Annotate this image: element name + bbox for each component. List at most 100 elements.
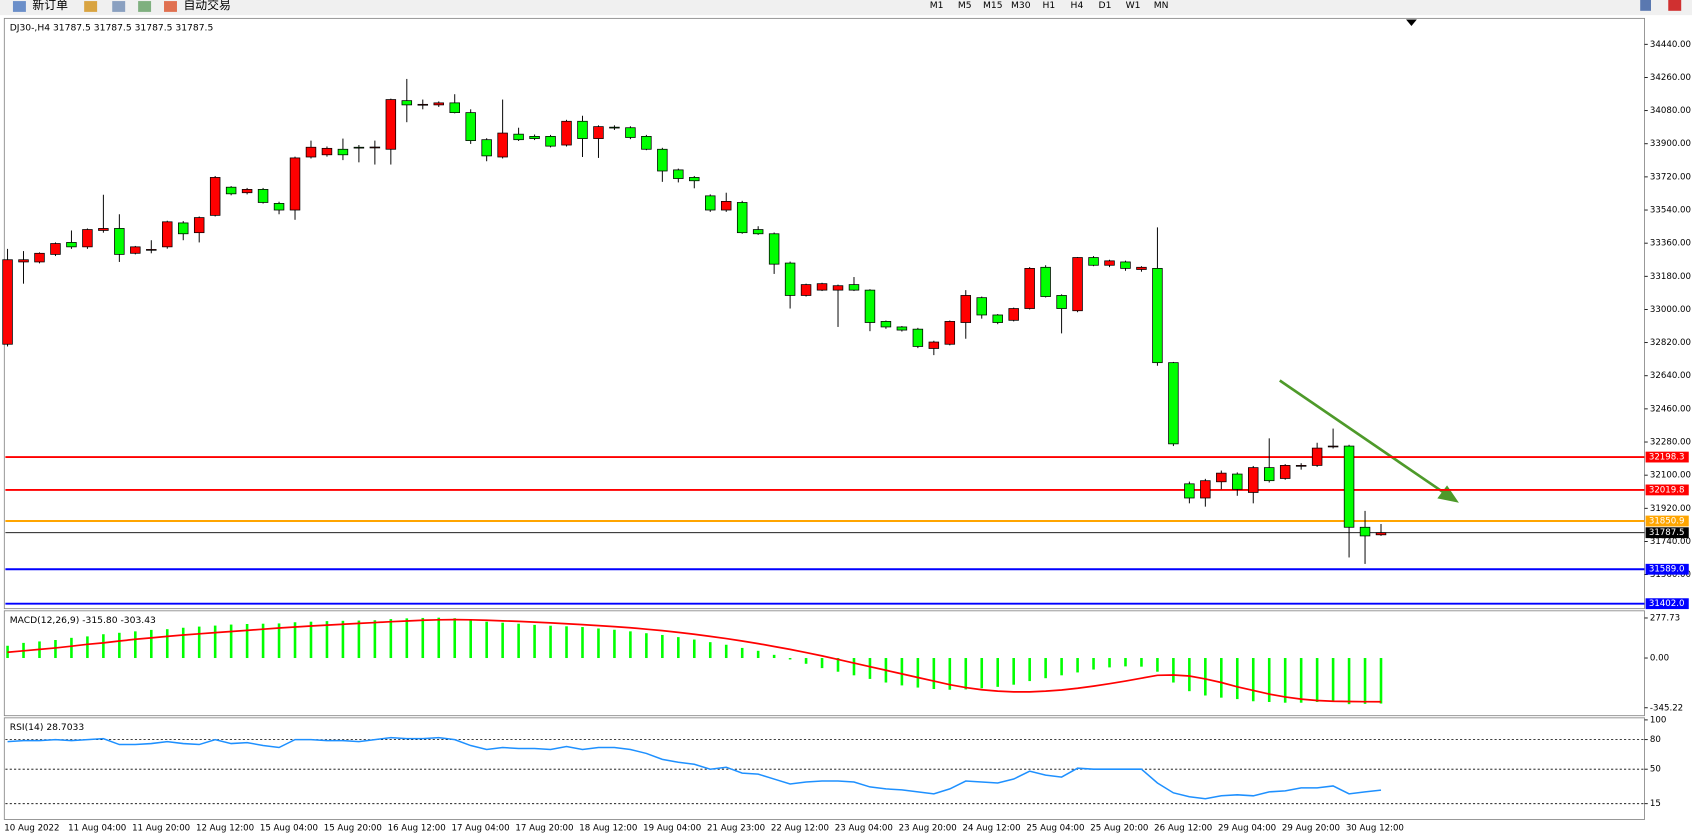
timeframe-button[interactable]: H1 xyxy=(1043,0,1056,11)
candle-body xyxy=(768,233,780,265)
x-tick-label: 10 Aug 2022 xyxy=(4,824,59,834)
toolbar-button[interactable]: 新订单 xyxy=(32,0,68,12)
macd-bar xyxy=(868,658,872,679)
level-label: 31589.0 xyxy=(1649,565,1685,575)
timeframe-button[interactable]: M15 xyxy=(983,0,1003,11)
candle-body xyxy=(449,102,460,114)
macd-bar xyxy=(692,639,696,659)
candle-body xyxy=(1024,268,1035,309)
y-tick-label: 32820.00 xyxy=(1650,338,1691,348)
candle-body xyxy=(1311,447,1323,466)
macd-bar xyxy=(1315,658,1319,702)
candle-body xyxy=(1216,472,1227,483)
candle-body xyxy=(848,284,860,291)
macd-bar xyxy=(165,629,169,659)
macd-bar xyxy=(788,658,792,660)
macd-bar xyxy=(517,623,520,659)
macd-bar xyxy=(724,644,728,659)
timeframe-button[interactable]: W1 xyxy=(1126,0,1141,11)
y-tick-label: 100 xyxy=(1650,715,1666,725)
macd-bar xyxy=(1235,658,1239,700)
candle-body xyxy=(944,321,956,345)
level-label-box xyxy=(1645,515,1689,527)
candle-body xyxy=(1168,362,1179,445)
macd-bar xyxy=(900,658,904,686)
x-tick-label: 22 Aug 12:00 xyxy=(771,824,829,834)
candle-body xyxy=(401,100,413,106)
macd-bar xyxy=(1251,658,1255,702)
macd-bar xyxy=(437,617,441,659)
candle-body xyxy=(18,259,29,263)
macd-bar xyxy=(357,620,361,659)
timeframe-button[interactable]: MN xyxy=(1154,0,1169,11)
macd-bar xyxy=(549,625,552,659)
candle-body xyxy=(1040,266,1051,297)
macd-bar xyxy=(1220,658,1223,698)
y-tick-label: 0.00 xyxy=(1650,654,1669,664)
macd-bar xyxy=(1028,658,1031,682)
candle-body xyxy=(1295,465,1307,467)
candle-body xyxy=(1088,257,1099,266)
macd-bar xyxy=(1188,658,1191,692)
candle-body xyxy=(1232,473,1243,490)
candle-body xyxy=(385,99,397,150)
macd-bar xyxy=(708,642,712,659)
candle-body xyxy=(34,252,45,263)
candle-body xyxy=(928,341,940,349)
y-tick-label: 31920.00 xyxy=(1650,504,1691,514)
macd-bar xyxy=(980,658,984,689)
trend-arrow-head xyxy=(1437,485,1459,503)
y-tick-label: 32460.00 xyxy=(1650,404,1691,414)
timeframe-button[interactable]: M30 xyxy=(1011,0,1031,11)
macd-bar xyxy=(948,658,952,690)
macd-bar xyxy=(453,618,457,659)
candle-body xyxy=(225,186,237,195)
candle-body xyxy=(561,120,572,146)
rsi-pane xyxy=(3,717,1645,820)
timeframe-button[interactable]: M5 xyxy=(958,0,972,11)
macd-bar xyxy=(102,634,105,659)
y-tick-label: 34260.00 xyxy=(1650,73,1691,83)
macd-bar xyxy=(756,650,760,659)
x-tick-label: 23 Aug 20:00 xyxy=(899,824,957,834)
trend-arrow xyxy=(1279,379,1447,496)
x-tick-label: 30 Aug 12:00 xyxy=(1346,824,1404,834)
toolbar-button[interactable]: 自动交易 xyxy=(183,0,230,12)
macd-bar xyxy=(804,658,808,664)
candle-body xyxy=(1104,260,1115,266)
macd-pane xyxy=(3,610,1645,717)
level-label: 31402.0 xyxy=(1649,599,1685,609)
candle-body xyxy=(673,169,684,179)
x-tick-label: 29 Aug 04:00 xyxy=(1218,824,1276,834)
macd-bar xyxy=(1124,658,1127,667)
macd-bar xyxy=(836,658,840,672)
level-label: 32198.3 xyxy=(1649,453,1685,463)
x-tick-label: 21 Aug 23:00 xyxy=(707,824,765,834)
x-tick-label: 23 Aug 04:00 xyxy=(835,824,893,834)
candle-body xyxy=(1343,445,1355,528)
candle-body xyxy=(1327,445,1339,448)
candle-body xyxy=(193,217,205,234)
shift-marker xyxy=(1406,19,1417,26)
macd-bar xyxy=(964,658,968,690)
x-tick-label: 29 Aug 20:00 xyxy=(1282,824,1340,834)
y-tick-label: 32640.00 xyxy=(1650,371,1691,381)
macd-bar xyxy=(197,626,201,659)
y-tick-label: 15 xyxy=(1650,799,1661,809)
candle-body xyxy=(1136,266,1147,270)
y-tick-label: 34080.00 xyxy=(1650,106,1691,116)
timeframe-button[interactable]: M1 xyxy=(930,0,944,11)
timeframe-button[interactable]: D1 xyxy=(1099,0,1112,11)
macd-bar xyxy=(533,624,536,659)
level-label: 31787.5 xyxy=(1649,528,1685,538)
x-tick-label: 17 Aug 04:00 xyxy=(451,824,509,834)
toolbar-icon xyxy=(1640,0,1651,11)
candle-body xyxy=(114,228,125,255)
timeframe-button[interactable]: H4 xyxy=(1071,0,1084,11)
candle-body xyxy=(736,202,748,234)
y-tick-label: 277.73 xyxy=(1650,613,1680,623)
candle-body xyxy=(209,177,221,216)
candle-body xyxy=(353,146,365,149)
macd-bar xyxy=(277,623,281,659)
